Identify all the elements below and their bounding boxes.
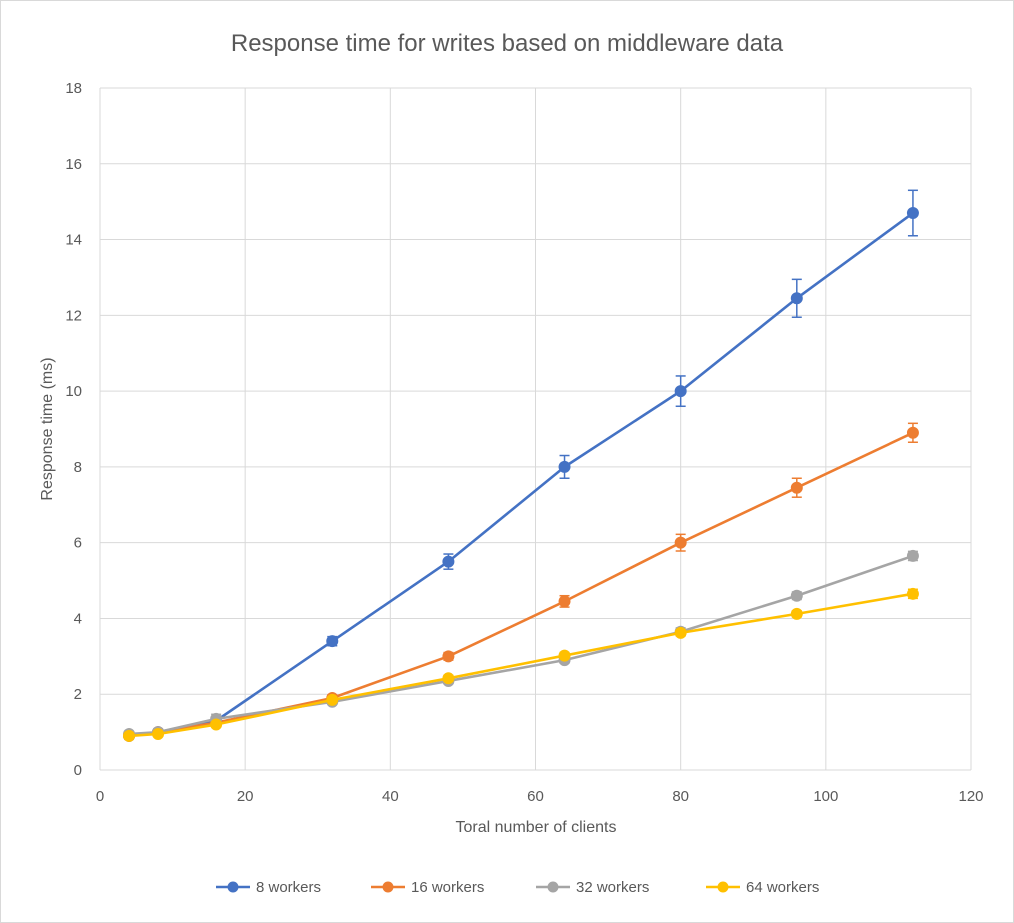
legend-label: 64 workers [746, 879, 819, 896]
legend-label: 32 workers [576, 879, 649, 896]
grid-layer [99, 87, 972, 771]
data-point [790, 589, 803, 602]
y-tick-label: 18 [65, 80, 82, 97]
x-tick-label: 80 [672, 788, 689, 805]
y-tick-label: 4 [74, 610, 82, 627]
series-8-workers [123, 189, 919, 742]
data-point [442, 650, 455, 663]
data-point [906, 207, 919, 220]
y-tick-label: 14 [65, 232, 82, 249]
y-tick-label: 0 [74, 762, 82, 779]
y-tick-label: 12 [65, 307, 82, 324]
legend-item: 32 workers [536, 879, 649, 896]
data-point [790, 292, 803, 305]
data-point [558, 460, 571, 473]
x-axis-title: Toral number of clients [456, 819, 617, 836]
data-point [442, 555, 455, 568]
data-point [674, 385, 687, 398]
y-tick-label: 6 [74, 535, 82, 552]
chart-title: Response time for writes based on middle… [231, 30, 784, 57]
legend: 8 workers 16 workers 32 workers 64 workers [216, 879, 819, 896]
legend-label: 16 workers [411, 879, 484, 896]
data-point [326, 693, 339, 706]
data-point [152, 728, 165, 741]
axis-layer: 0 2 4 6 8 10 12 14 16 18 0 20 40 60 80 100 120 [65, 80, 983, 805]
data-point [558, 595, 571, 608]
data-point [906, 549, 919, 562]
legend-swatch-marker [717, 881, 729, 893]
data-point [326, 635, 339, 648]
data-point [210, 718, 223, 731]
data-point [906, 426, 919, 439]
y-tick-label: 2 [74, 686, 82, 703]
y-axis-title: Response time (ms) [39, 357, 56, 500]
legend-swatch-marker [227, 881, 239, 893]
series-line [128, 211, 914, 738]
data-point [790, 607, 803, 620]
legend-item: 8 workers [216, 879, 321, 896]
series-line [128, 554, 914, 736]
series-16-workers [123, 422, 919, 742]
data-point [674, 626, 687, 639]
y-tick-label: 16 [65, 156, 82, 173]
x-tick-label: 40 [382, 788, 399, 805]
y-tick-label: 8 [74, 459, 82, 476]
series-64-workers [123, 587, 919, 742]
x-tick-label: 20 [237, 788, 254, 805]
series-32-workers [123, 549, 919, 741]
legend-swatch-marker [547, 881, 559, 893]
legend-item: 16 workers [371, 879, 484, 896]
x-tick-label: 0 [96, 788, 104, 805]
x-tick-label: 60 [527, 788, 544, 805]
x-tick-label: 100 [813, 788, 838, 805]
data-point [442, 672, 455, 685]
legend-label: 8 workers [256, 879, 321, 896]
legend-item: 64 workers [706, 879, 819, 896]
legend-swatch-marker [382, 881, 394, 893]
data-point [123, 729, 136, 742]
data-point [674, 536, 687, 549]
x-tick-label: 120 [958, 788, 983, 805]
series-layer [123, 189, 919, 742]
y-tick-label: 10 [65, 383, 82, 400]
data-point [790, 481, 803, 494]
data-point [906, 587, 919, 600]
data-point [558, 649, 571, 662]
